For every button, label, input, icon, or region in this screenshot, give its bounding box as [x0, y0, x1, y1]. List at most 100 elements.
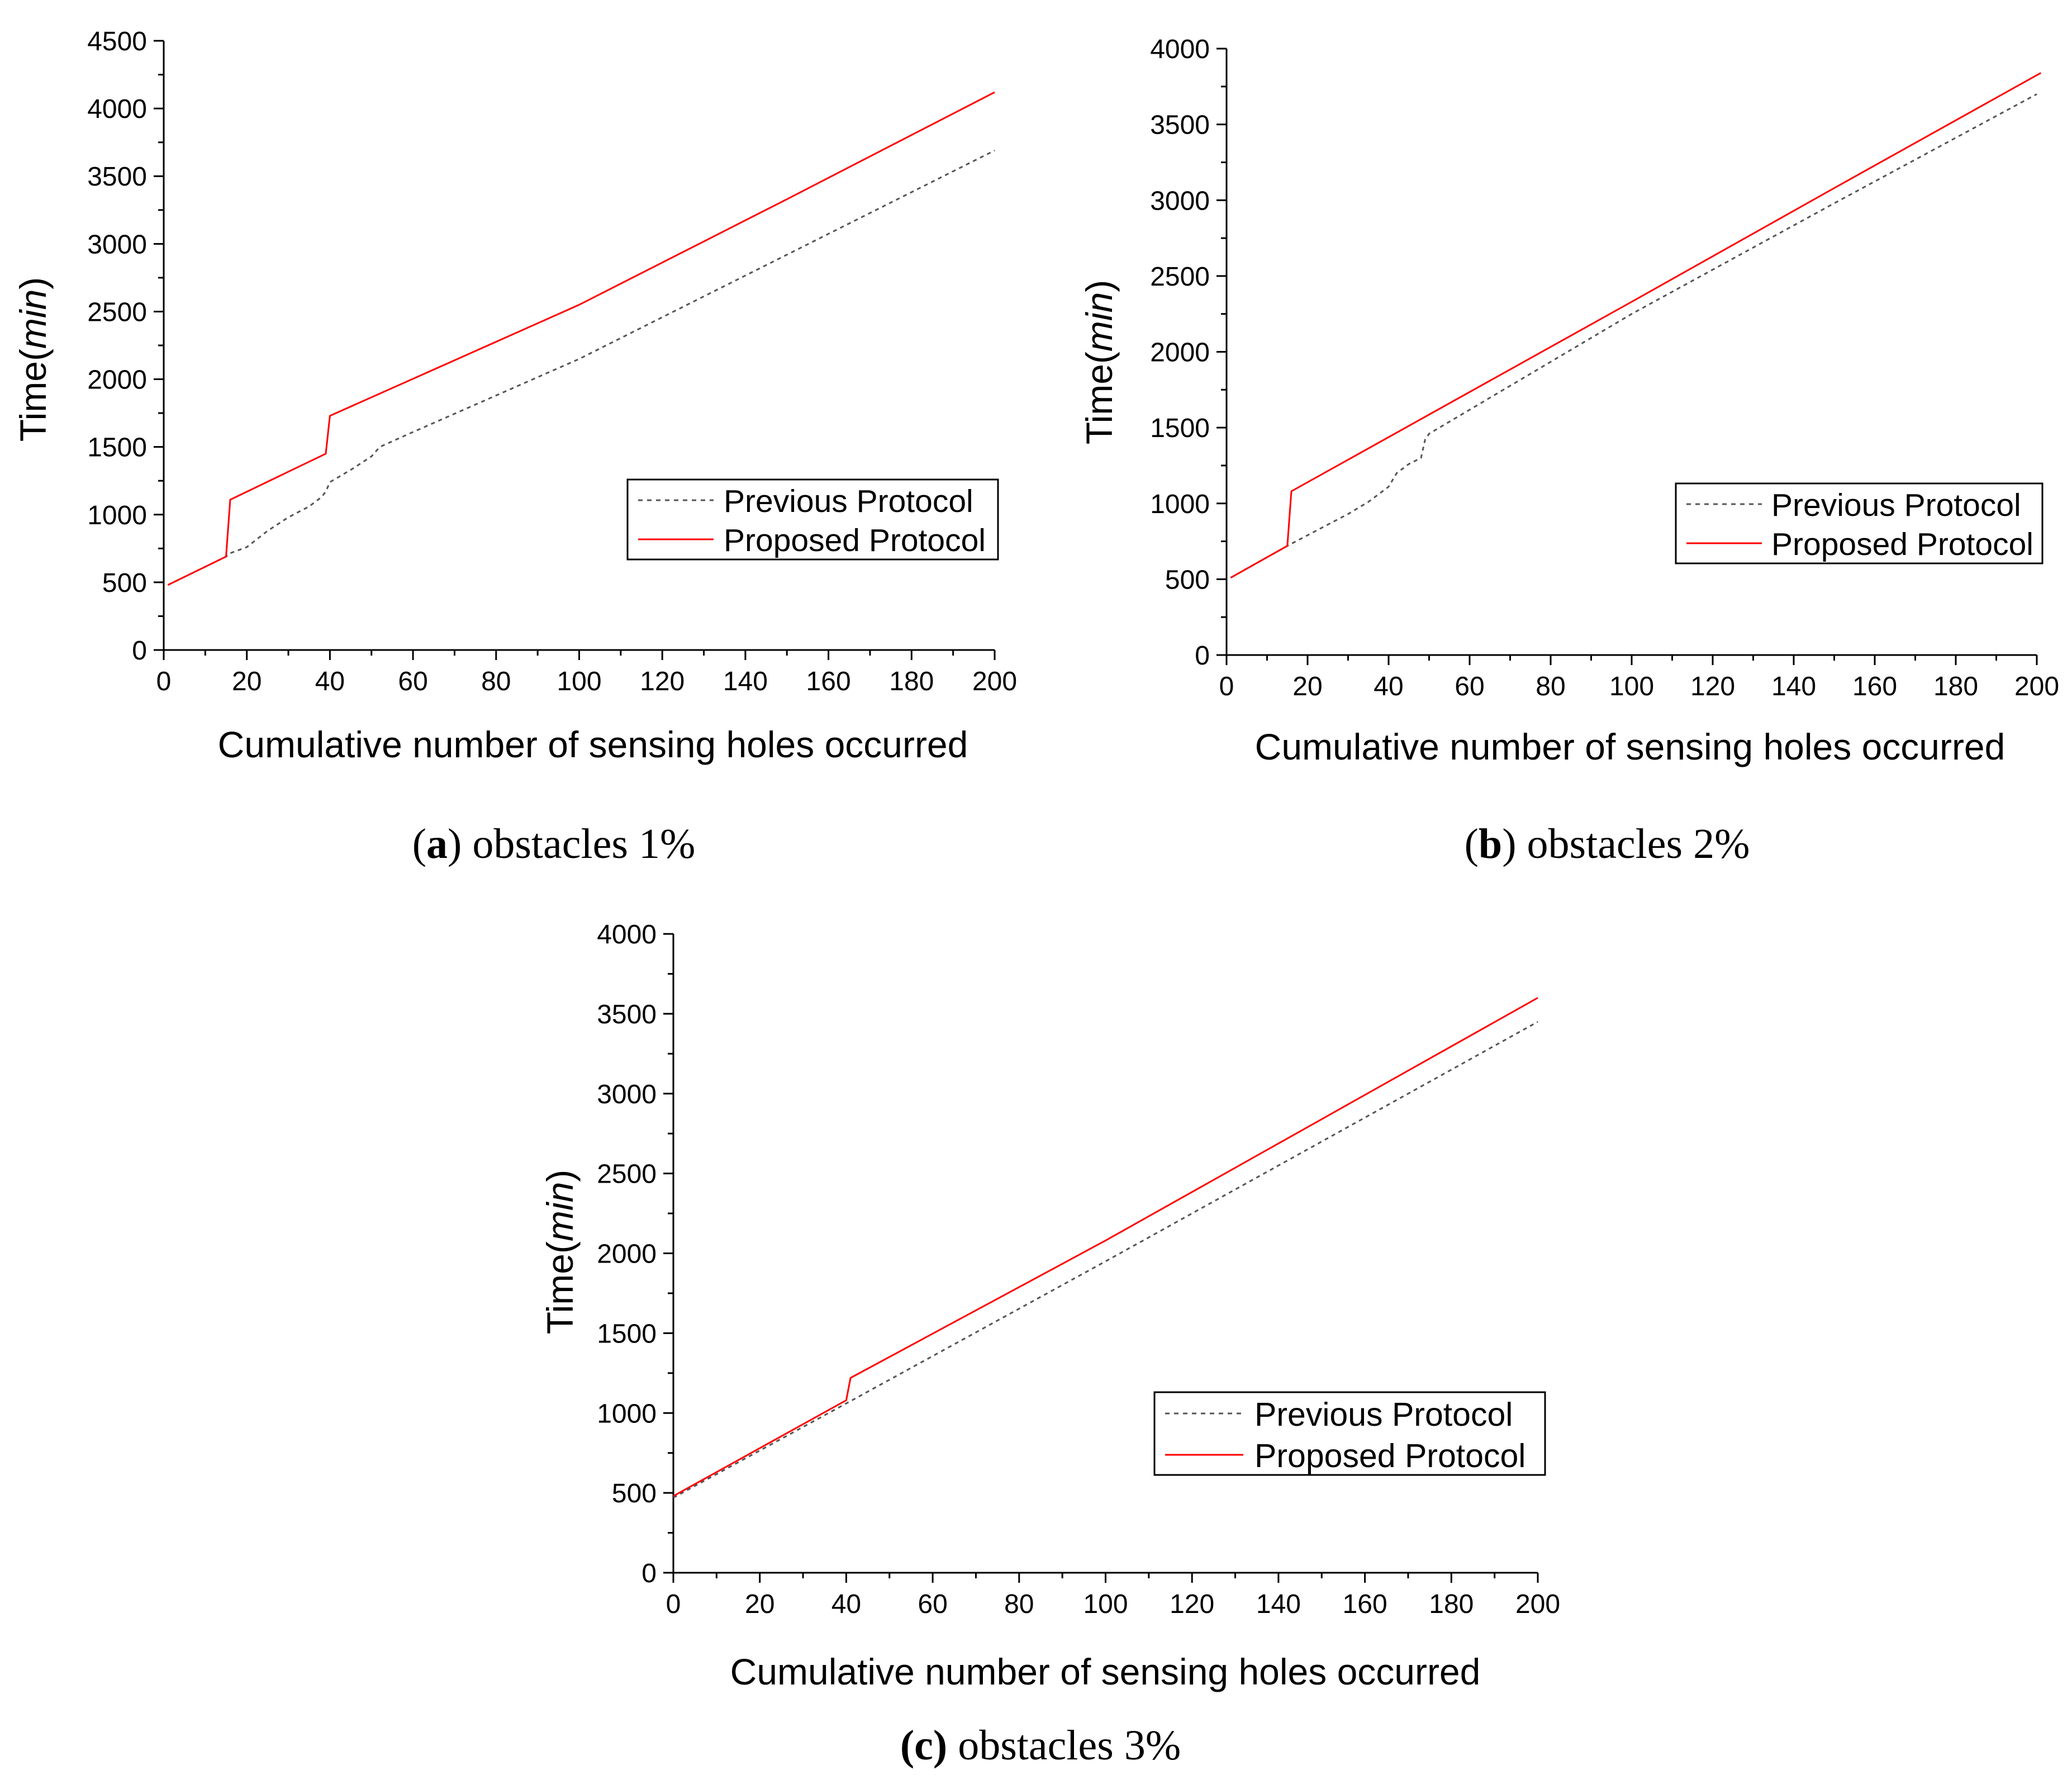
y-tick-label-a: 3500: [87, 162, 147, 192]
caption-text-a: obstacles 1%: [462, 820, 695, 867]
x-tick-label-c: 100: [1083, 1590, 1128, 1619]
x-tick-label-a: 180: [889, 667, 934, 696]
y-tick-label-a: 4500: [87, 27, 147, 56]
y-tick-label-a: 1000: [87, 501, 147, 530]
chart-panel-a: 0 20 40 60 80 100 120 140 160 180 2000500100015002…: [12, 27, 1017, 867]
y-tick-label-a: 3000: [87, 230, 147, 259]
x-tick-label-a: 200: [972, 667, 1017, 696]
y-tick-label-a: 0: [132, 636, 147, 666]
caption-a: (a) obstacles 1%: [412, 820, 696, 867]
x-tick-label-b: 20: [1292, 672, 1322, 701]
x-tick-label-a: 160: [806, 667, 851, 696]
x-tick-label-a: 20: [232, 667, 262, 696]
series-proposed-line-c: [673, 997, 1538, 1497]
y-tick-label-b: 2500: [1150, 262, 1210, 292]
y-tick-label-c: 1500: [597, 1319, 657, 1349]
x-tick-label-a: 40: [315, 667, 345, 696]
x-tick-label-b: 180: [1933, 672, 1978, 701]
y-tick-label-b: 4000: [1150, 35, 1210, 64]
legend-label-proposed-a: Proposed Protocol: [724, 523, 986, 558]
series-previous-line-c: [673, 1021, 1538, 1499]
y-tick-label-c: 3000: [597, 1080, 657, 1109]
legend-b: Previous Protocol Proposed Protocol: [1675, 482, 2044, 564]
legend-box-a: [626, 478, 999, 561]
series-previous-line-b: [1230, 93, 2037, 579]
x-tick-label-c: 140: [1256, 1590, 1301, 1619]
caption-letter-c: (c): [900, 1722, 947, 1769]
y-tick-label-c: 2500: [597, 1160, 657, 1189]
axes-b: 0 20 40 60 80 100 120 140 160 180 2000500100015002…: [1150, 35, 2059, 701]
y-tick-label-b: 3500: [1150, 111, 1210, 140]
y-axis-label-prefix-a: Time(: [12, 349, 54, 442]
x-tick-label-c: 120: [1170, 1590, 1214, 1619]
legend-label-previous-a: Previous Protocol: [724, 483, 973, 519]
y-axis-label-a: Time(min): [12, 277, 54, 442]
legend-a: Previous Protocol Proposed Protocol: [626, 478, 999, 561]
legend-box-c: [1153, 1391, 1546, 1476]
series-c: [673, 997, 1538, 1499]
x-tick-label-c: 0: [666, 1590, 681, 1619]
x-tick-label-b: 40: [1374, 672, 1403, 701]
y-axis-label-b: Time(min): [1078, 280, 1120, 445]
x-tick-label-c: 80: [1004, 1590, 1034, 1619]
caption-text-c: obstacles 3%: [947, 1722, 1181, 1769]
y-tick-label-b: 2000: [1150, 338, 1210, 368]
chart-panel-b: 0 20 40 60 80 100 120 140 160 180 2000500100015002…: [1078, 35, 2059, 867]
x-axis-label-a: Cumulative number of sensing holes occur…: [218, 724, 968, 765]
legend-c: Previous Protocol Proposed Protocol: [1153, 1391, 1546, 1476]
x-tick-label-b: 0: [1219, 672, 1234, 701]
x-tick-label-c: 200: [1515, 1590, 1560, 1619]
x-tick-label-a: 0: [156, 667, 172, 696]
series-a: [167, 91, 995, 586]
y-axis-label-prefix-b: Time(: [1078, 352, 1120, 444]
x-tick-label-b: 140: [1771, 672, 1816, 701]
x-axis-label-c: Cumulative number of sensing holes occur…: [730, 1651, 1481, 1692]
x-tick-label-a: 60: [398, 667, 427, 696]
axes-a: 0 20 40 60 80 100 120 140 160 180 2000500100015002…: [87, 27, 1017, 696]
y-tick-label-b: 0: [1195, 641, 1210, 671]
y-tick-label-b: 1000: [1150, 490, 1210, 519]
x-tick-label-b: 60: [1455, 672, 1484, 701]
caption-letter-a: a: [426, 820, 448, 867]
legend-label-proposed-c: Proposed Protocol: [1254, 1437, 1526, 1474]
x-tick-label-c: 40: [831, 1590, 861, 1619]
series-b: [1230, 72, 2042, 579]
y-axis-label-suffix-b: ): [1078, 280, 1120, 292]
y-tick-label-c: 0: [641, 1559, 657, 1588]
x-tick-label-a: 120: [640, 667, 685, 696]
y-tick-label-b: 3000: [1150, 186, 1210, 216]
caption-b: (b) obstacles 2%: [1465, 820, 1750, 867]
y-tick-label-c: 1000: [597, 1399, 657, 1429]
y-tick-label-a: 2000: [87, 366, 147, 395]
x-tick-label-a: 140: [723, 667, 768, 696]
legend-box-b: [1675, 482, 2044, 564]
x-tick-label-c: 60: [918, 1590, 947, 1619]
y-axis-label-suffix-a: ): [12, 277, 54, 290]
y-tick-label-a: 500: [102, 568, 147, 598]
x-tick-label-b: 120: [1690, 672, 1735, 701]
series-proposed-line-b: [1230, 72, 2042, 579]
x-tick-label-b: 200: [2014, 672, 2059, 701]
x-tick-label-a: 80: [481, 667, 511, 696]
x-axis-label-b: Cumulative number of sensing holes occur…: [1255, 726, 2006, 767]
x-tick-label-c: 160: [1343, 1590, 1387, 1619]
y-tick-label-b: 500: [1165, 565, 1210, 595]
y-axis-label-prefix-c: Time(: [539, 1241, 581, 1334]
x-tick-label-b: 100: [1609, 672, 1654, 701]
y-tick-label-a: 2500: [87, 297, 147, 327]
chart-panel-c: 0 20 40 60 80 100 120 140 160 180 2000500100015002…: [539, 920, 1560, 1769]
series-proposed-line-a: [167, 91, 995, 586]
x-tick-label-b: 160: [1852, 672, 1897, 701]
caption-text-b: obstacles 2%: [1517, 820, 1750, 867]
caption-c: (c) obstacles 3%: [900, 1722, 1181, 1769]
y-tick-label-c: 3500: [597, 1000, 657, 1029]
y-tick-label-c: 500: [612, 1479, 657, 1508]
y-tick-label-c: 4000: [597, 920, 657, 950]
series-previous-line-a: [167, 149, 995, 586]
legend-label-previous-b: Previous Protocol: [1771, 487, 2021, 523]
caption-letter-b: b: [1479, 820, 1502, 867]
x-tick-label-c: 180: [1429, 1590, 1474, 1619]
y-axis-label-unit-a: min: [12, 290, 54, 349]
y-tick-label-c: 2000: [597, 1240, 657, 1269]
